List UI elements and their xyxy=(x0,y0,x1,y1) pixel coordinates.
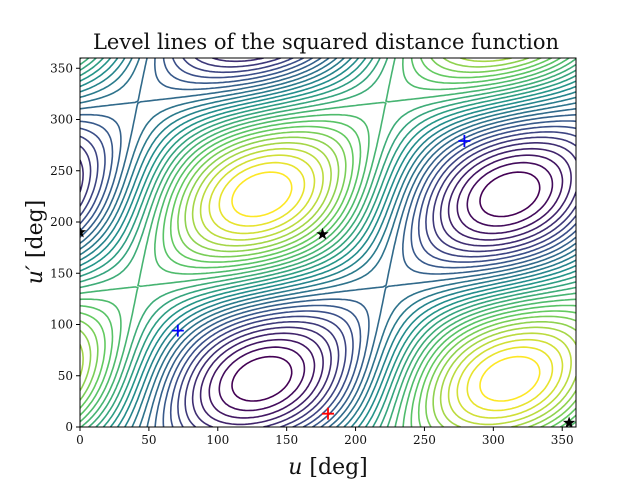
y-tick-label: 150 xyxy=(50,266,73,280)
contour-level-line xyxy=(218,161,554,412)
contour-level-line xyxy=(80,58,576,427)
contour-level-line xyxy=(199,147,572,426)
contour-level-line xyxy=(80,58,576,427)
contour-level-line xyxy=(218,161,554,412)
y-tick-label: 300 xyxy=(50,113,73,127)
contour-level-line xyxy=(80,58,576,427)
contour-level-line xyxy=(80,58,576,427)
plus-marker xyxy=(458,135,471,148)
plot-frame xyxy=(79,57,577,428)
contour-level-line xyxy=(80,58,576,427)
contour-level-line xyxy=(208,154,564,419)
y-tick-label: 50 xyxy=(58,369,73,383)
contour-level-line xyxy=(80,58,576,427)
star-marker xyxy=(316,227,329,240)
plus-marker xyxy=(322,407,334,420)
x-tick-label: 350 xyxy=(551,433,574,447)
x-tick-label: 0 xyxy=(76,433,84,447)
markers xyxy=(80,135,576,427)
x-axis-label: u [deg] xyxy=(288,455,368,480)
x-ticks: 0 50 100 150 200 250 300 350 xyxy=(76,427,574,447)
contour-level-line xyxy=(80,58,576,427)
contour-lines xyxy=(80,58,576,427)
star-marker xyxy=(80,225,87,238)
y-tick-label: 0 xyxy=(65,420,73,434)
contour-level-line xyxy=(208,154,564,419)
contour-level-line xyxy=(80,58,576,427)
contour-level-line xyxy=(80,58,576,427)
contour-level-line xyxy=(231,171,541,402)
y-axis-label: u′ [deg] xyxy=(23,200,48,285)
contour-level-line xyxy=(231,171,541,402)
star-marker xyxy=(562,416,576,427)
x-tick-label: 150 xyxy=(275,433,298,447)
y-tick-label: 200 xyxy=(50,215,73,229)
contour-level-line xyxy=(80,58,576,427)
y-tick-label: 100 xyxy=(50,318,73,332)
y-ticks: 0 50 100 150 200 250 300 350 xyxy=(50,61,80,434)
contour-level-line xyxy=(80,58,576,427)
y-tick-label: 250 xyxy=(50,164,73,178)
contour-level-line xyxy=(80,58,576,427)
contour-level-line xyxy=(199,147,572,426)
contour-level-line xyxy=(80,58,576,427)
x-tick-label: 250 xyxy=(413,433,436,447)
y-tick-label: 350 xyxy=(50,61,73,75)
x-tick-label: 100 xyxy=(206,433,229,447)
contour-level-line xyxy=(80,58,576,427)
x-tick-label: 300 xyxy=(482,433,505,447)
contour-level-line xyxy=(80,58,576,427)
contour-level-line xyxy=(80,58,576,427)
contour-level-line xyxy=(80,58,576,427)
x-tick-label: 50 xyxy=(141,433,156,447)
x-tick-label: 200 xyxy=(344,433,367,447)
plus-marker xyxy=(171,324,184,337)
chart-title: Level lines of the squared distance func… xyxy=(93,30,559,54)
contour-level-line xyxy=(80,58,576,427)
contour-level-line xyxy=(80,58,576,427)
contour-level-line xyxy=(80,58,576,427)
